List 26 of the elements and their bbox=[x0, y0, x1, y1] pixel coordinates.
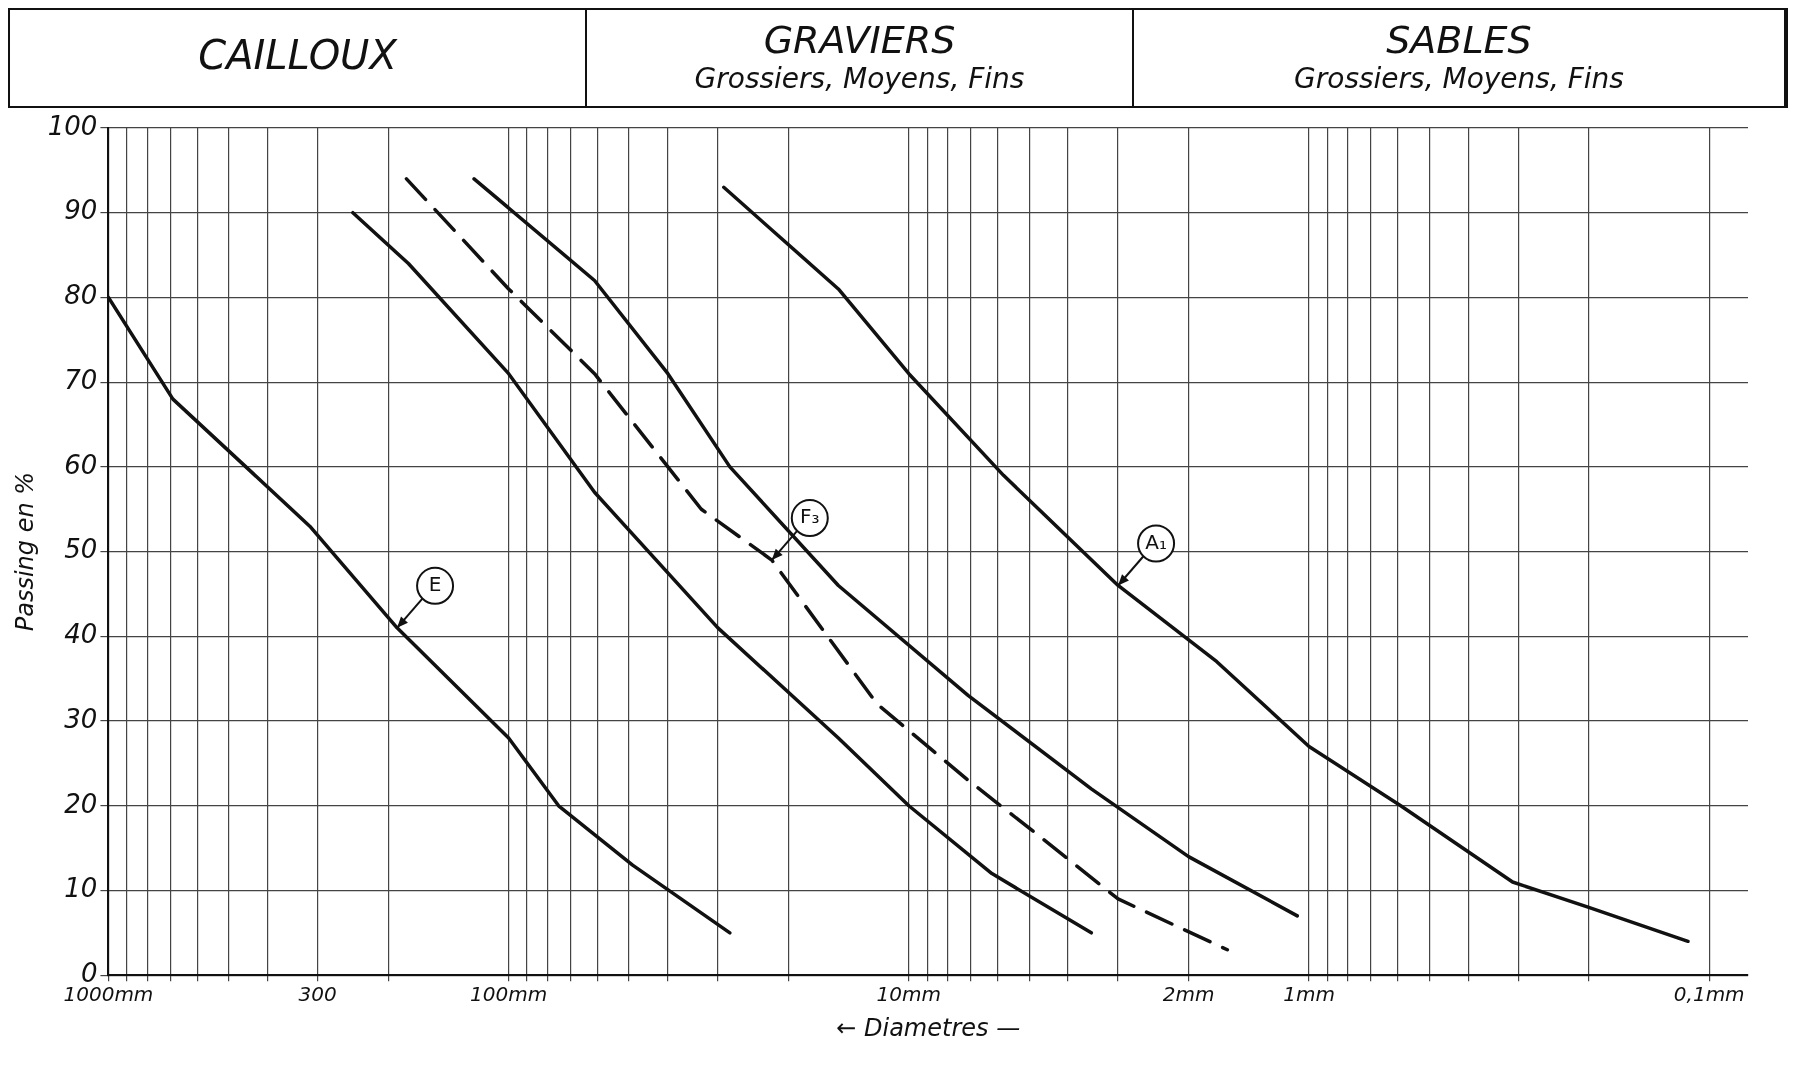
y-tick-label: 80 bbox=[64, 280, 98, 311]
text: GRAVIERS bbox=[762, 18, 957, 62]
text: CAILLOUX bbox=[197, 32, 399, 78]
y-tick-label: 20 bbox=[64, 788, 98, 819]
text: Grossiers, Moyens, Fins bbox=[1293, 62, 1625, 95]
y-tick-label: 90 bbox=[64, 195, 98, 226]
x-tick-label: 0,1mm bbox=[1673, 982, 1745, 1007]
x-tick-label: 300 bbox=[298, 982, 337, 1007]
y-tick-label: 60 bbox=[64, 449, 98, 480]
y-tick-label: 10 bbox=[64, 873, 98, 904]
x-tick-label: 2mm bbox=[1162, 982, 1215, 1007]
text: Grossiers, Moyens, Fins bbox=[693, 62, 1026, 95]
y-tick-label: 70 bbox=[64, 364, 98, 395]
y-tick-label: 100 bbox=[47, 110, 98, 141]
y-axis-title: Passing en % bbox=[10, 471, 39, 632]
x-tick-label: 10mm bbox=[876, 982, 942, 1007]
annotation: E bbox=[428, 572, 442, 597]
annotation: F₃ bbox=[800, 504, 820, 529]
x-tick-label: 100mm bbox=[470, 982, 548, 1007]
y-tick-label: 50 bbox=[64, 534, 98, 565]
y-tick-label: 30 bbox=[64, 703, 98, 734]
x-axis-title: ← Diametres — bbox=[836, 1013, 1021, 1042]
text: SABLES bbox=[1385, 18, 1533, 62]
x-tick-label: 1mm bbox=[1283, 982, 1335, 1007]
annotation: A₁ bbox=[1145, 529, 1167, 554]
y-tick-label: 40 bbox=[64, 619, 98, 650]
